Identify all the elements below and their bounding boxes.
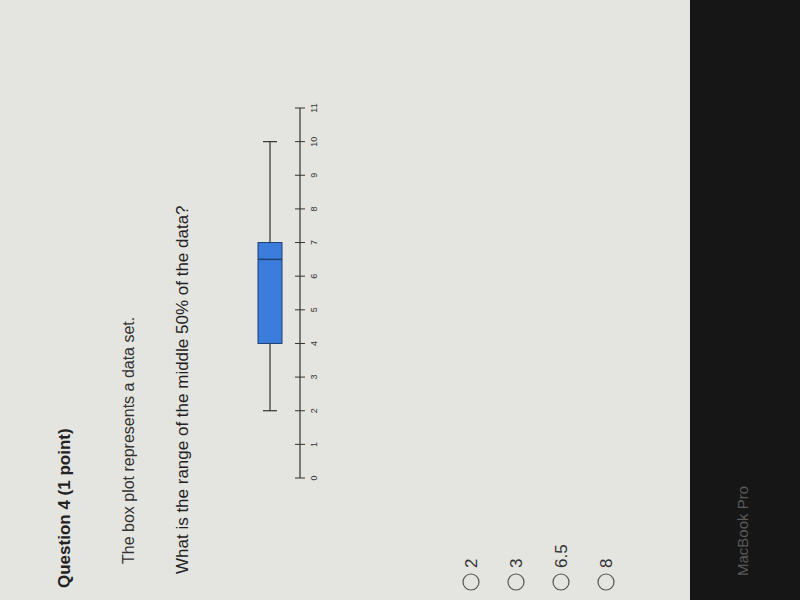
device-label: MacBook Pro: [734, 486, 751, 576]
tick: [295, 343, 305, 344]
tick-label: 5: [309, 307, 319, 312]
option-label[interactable]: 3: [507, 559, 526, 568]
prompt: The box plot represents a data set.: [120, 317, 137, 564]
max-cap: [263, 141, 277, 142]
tick: [295, 141, 305, 142]
axis-line: [299, 108, 300, 478]
tick: [295, 377, 305, 378]
tick-label: 1: [309, 442, 319, 447]
tick: [295, 410, 305, 411]
tick-label: 4: [309, 341, 319, 346]
page: Question 4 (1 point) The box plot represe…: [0, 0, 800, 600]
bezel: [690, 0, 800, 600]
question-number: Question 4 (1 point): [55, 428, 74, 588]
radio-button[interactable]: [508, 574, 524, 590]
median-line: [258, 259, 282, 261]
radio-button[interactable]: [463, 574, 479, 590]
tick: [295, 242, 305, 243]
rotated-page: Question 4 (1 point) The box plot represe…: [55, 0, 800, 600]
tick-label: 10: [309, 137, 319, 147]
tick-label: 8: [309, 206, 319, 211]
tick: [295, 208, 305, 209]
radio-button[interactable]: [598, 574, 614, 590]
box-plot: 0 1 2 3 4 5 6 7 8 9 10 11: [258, 103, 319, 480]
tick: [295, 175, 305, 176]
box-marks: [258, 142, 282, 411]
tick-label: 0: [309, 475, 319, 480]
screen-photo: Question 4 (1 point) The box plot represe…: [0, 0, 800, 600]
option-label[interactable]: 8: [597, 559, 616, 568]
question-text: What is the range of the middle 50% of t…: [173, 205, 192, 574]
upper-whisker: [269, 142, 270, 243]
min-cap: [263, 410, 277, 411]
option-label[interactable]: 6.5: [552, 544, 571, 568]
tick-label: 6: [309, 274, 319, 279]
tick-label: 7: [309, 240, 319, 245]
tick-label: 11: [309, 103, 319, 112]
tick: [295, 276, 305, 277]
tick-label: 2: [309, 408, 319, 413]
tick: [295, 478, 305, 479]
tick-label: 3: [309, 375, 319, 380]
radio-button[interactable]: [553, 574, 569, 590]
lower-whisker: [269, 343, 270, 410]
tick: [295, 444, 305, 445]
background: [0, 0, 800, 600]
tick: [295, 309, 305, 310]
tick-label: 9: [309, 173, 319, 178]
option-label[interactable]: 2: [462, 559, 481, 568]
box: [258, 243, 282, 344]
tick: [295, 108, 305, 109]
